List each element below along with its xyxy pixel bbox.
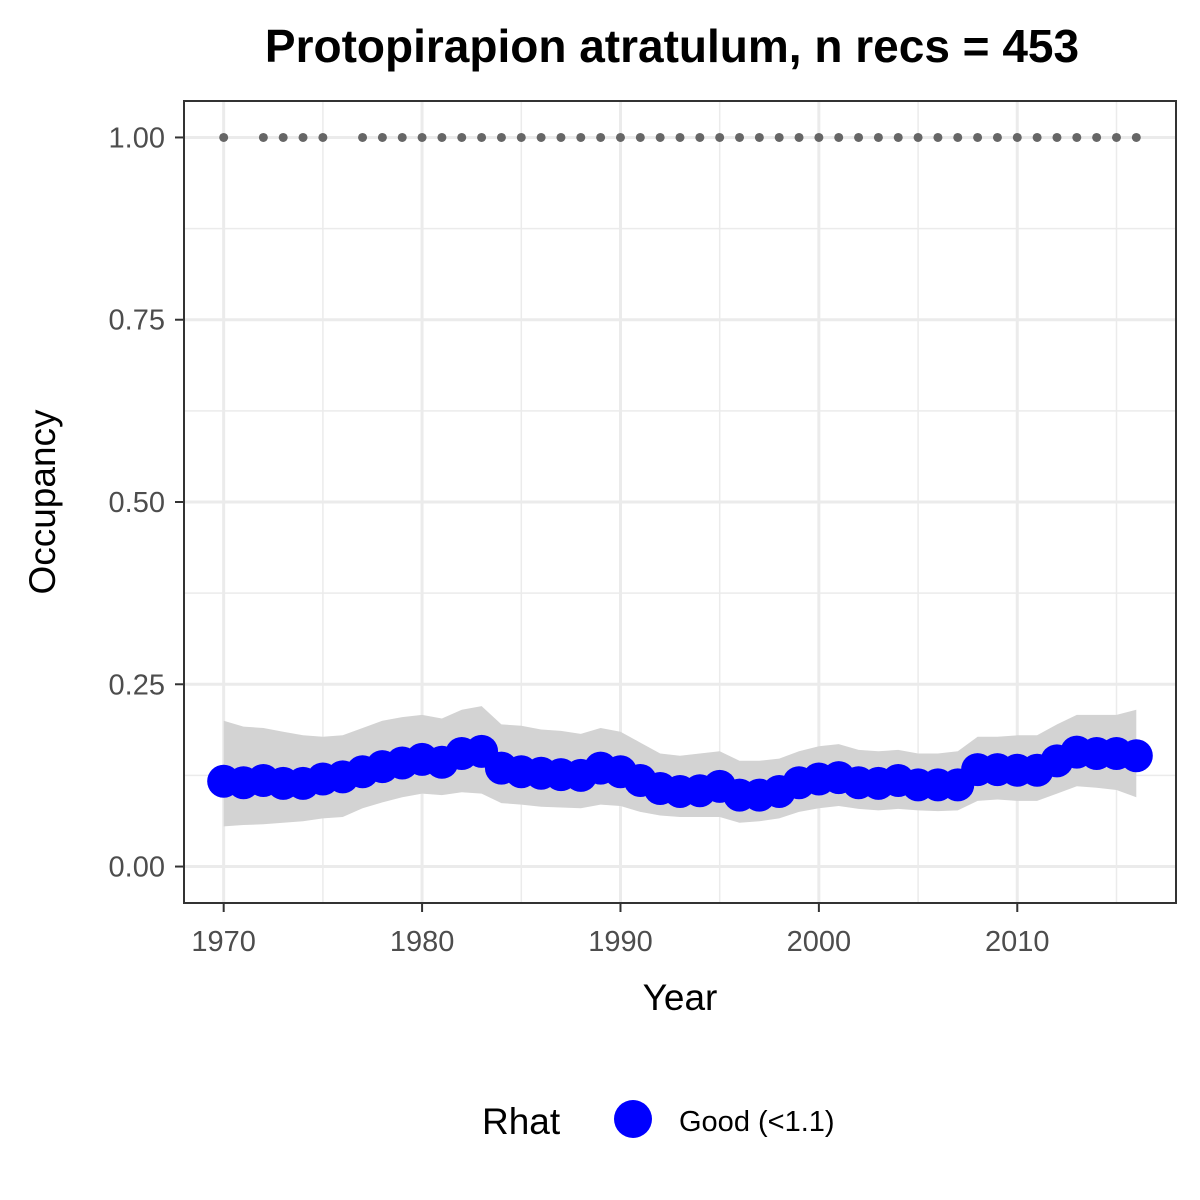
- y-tick-label: 1.00: [109, 122, 165, 154]
- legend-label-good: Good (<1.1): [679, 1106, 835, 1138]
- record-point: [258, 132, 268, 142]
- record-point: [635, 132, 645, 142]
- record-point: [615, 132, 625, 142]
- x-tick-label: 2010: [985, 926, 1050, 958]
- record-point: [496, 132, 506, 142]
- record-point: [735, 132, 745, 142]
- record-point: [1052, 132, 1062, 142]
- record-point: [298, 132, 308, 142]
- legend: Rhat Good (<1.1): [482, 1100, 835, 1142]
- record-point: [318, 132, 328, 142]
- y-tick-label: 0.75: [109, 305, 165, 337]
- record-point: [1111, 132, 1121, 142]
- x-axis: 1970 1980 1990 2000 2010: [191, 903, 1050, 958]
- record-point: [794, 132, 804, 142]
- record-point: [1131, 132, 1141, 142]
- record-points-layer: [219, 132, 1141, 142]
- x-axis-title: Year: [643, 977, 718, 1018]
- record-point: [873, 132, 883, 142]
- record-point: [1092, 132, 1102, 142]
- record-point: [754, 132, 764, 142]
- record-point: [893, 132, 903, 142]
- record-point: [854, 132, 864, 142]
- record-point: [834, 132, 844, 142]
- record-point: [913, 132, 923, 142]
- record-point: [992, 132, 1002, 142]
- x-tick-label: 1970: [191, 926, 256, 958]
- y-tick-label: 0.50: [109, 487, 165, 519]
- record-point: [437, 132, 447, 142]
- x-tick-label: 2000: [787, 926, 852, 958]
- record-point: [219, 132, 229, 142]
- record-point: [774, 132, 784, 142]
- y-tick-label: 0.00: [109, 852, 165, 884]
- record-point: [457, 132, 467, 142]
- record-point: [358, 132, 368, 142]
- record-point: [933, 132, 943, 142]
- legend-key-good: [614, 1100, 652, 1138]
- record-point: [556, 132, 566, 142]
- record-point: [576, 132, 586, 142]
- record-point: [1072, 132, 1082, 142]
- record-point: [377, 132, 387, 142]
- x-tick-label: 1980: [390, 926, 455, 958]
- record-point: [596, 132, 606, 142]
- chart-title: Protopirapion atratulum, n recs = 453: [265, 20, 1079, 72]
- record-point: [695, 132, 705, 142]
- y-tick-label: 0.25: [109, 669, 165, 701]
- record-point: [1012, 132, 1022, 142]
- record-point: [675, 132, 685, 142]
- record-point: [1032, 132, 1042, 142]
- y-axis-title: Occupancy: [22, 409, 63, 595]
- record-point: [655, 132, 665, 142]
- record-point: [973, 132, 983, 142]
- legend-title: Rhat: [482, 1101, 561, 1142]
- occupancy-point: [1119, 739, 1153, 773]
- x-tick-label: 1990: [588, 926, 653, 958]
- record-point: [536, 132, 546, 142]
- record-point: [477, 132, 487, 142]
- occupancy-points-layer: [207, 734, 1153, 812]
- record-point: [953, 132, 963, 142]
- record-point: [715, 132, 725, 142]
- record-point: [278, 132, 288, 142]
- record-point: [417, 132, 427, 142]
- y-axis: 0.00 0.25 0.50 0.75 1.00: [109, 122, 184, 884]
- record-point: [397, 132, 407, 142]
- record-point: [516, 132, 526, 142]
- record-point: [814, 132, 824, 142]
